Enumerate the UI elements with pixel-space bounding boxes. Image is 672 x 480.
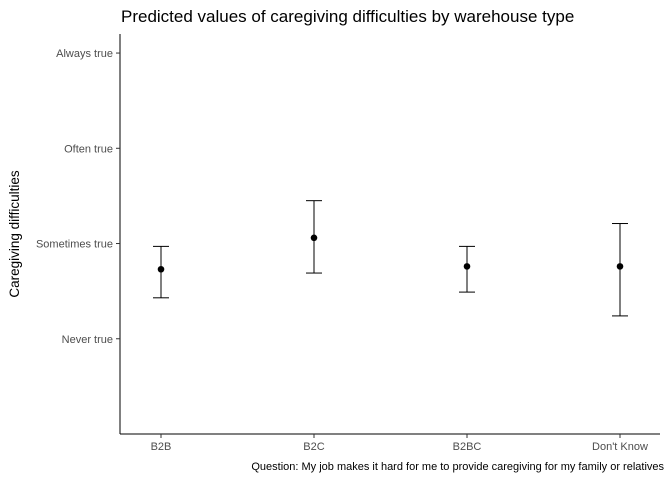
x-tick-label: B2B (151, 441, 172, 453)
y-axis-title: Caregiving difficulties (7, 170, 22, 298)
y-tick-label: Never true (62, 334, 113, 346)
data-point (310, 234, 318, 242)
y-tick-label: Always true (56, 48, 113, 60)
data-point (463, 263, 471, 270)
chart-title: Predicted values of caregiving difficult… (121, 7, 574, 26)
error-bar (612, 223, 628, 317)
plot-area: Never true Sometimes true Often true Always… (36, 34, 660, 453)
x-tick-label: B2C (303, 441, 324, 453)
x-tick-label: B2BC (453, 441, 482, 453)
data-point (157, 265, 165, 273)
x-tick-label: Don't Know (592, 441, 648, 453)
caption: Question: My job makes it hard for me to… (251, 461, 664, 473)
data-point (616, 263, 624, 270)
y-tick-label: Often true (64, 143, 113, 155)
y-tick-label: Sometimes true (36, 239, 113, 251)
